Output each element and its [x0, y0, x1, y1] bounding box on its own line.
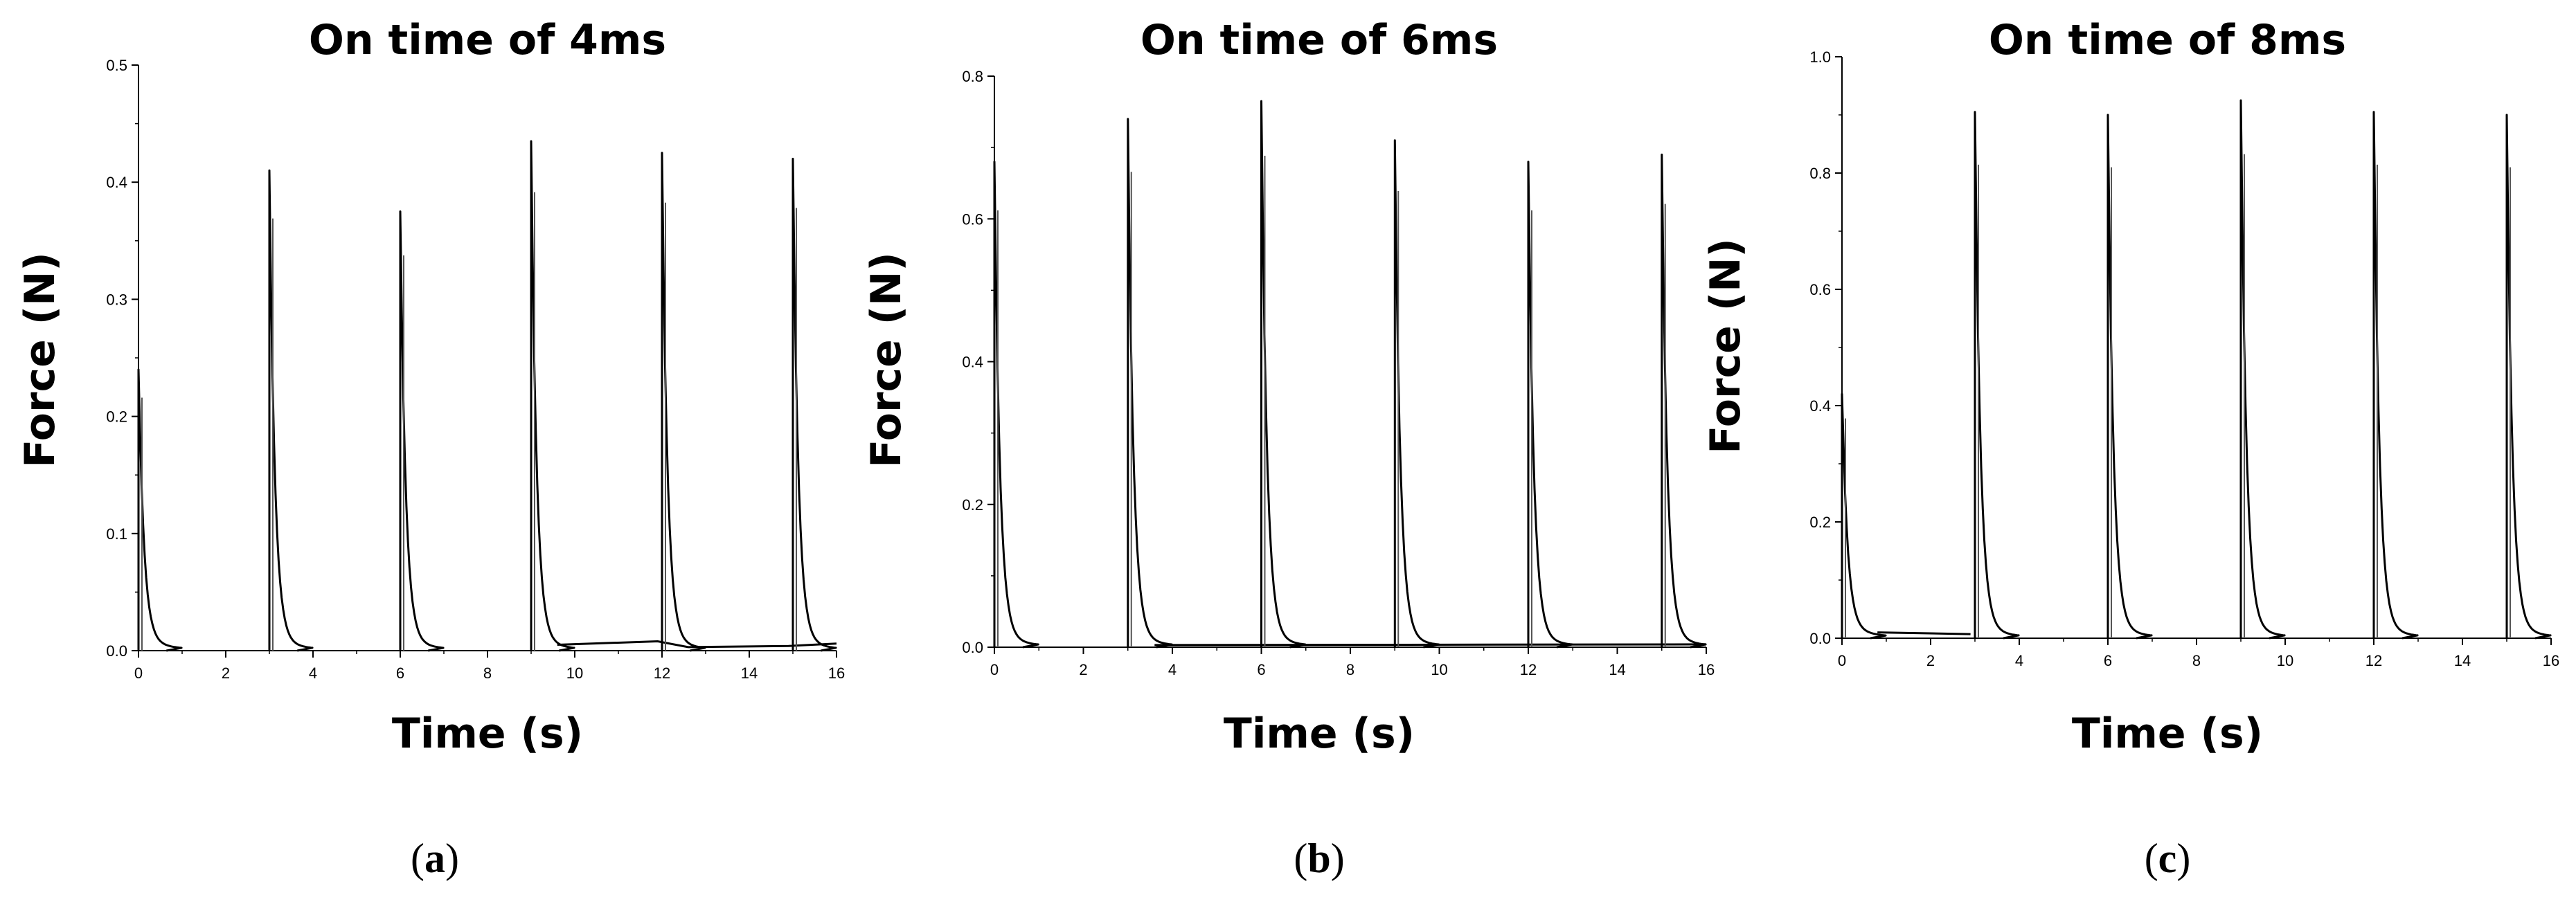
y-tick-label: 0.8	[962, 68, 983, 85]
force-spike-5	[2372, 111, 2419, 640]
x-tick-label: 12	[654, 665, 670, 682]
force-spike-4	[2239, 99, 2286, 640]
x-tick-label: 4	[1168, 661, 1177, 678]
force-spike-3	[1260, 100, 1307, 649]
panel-label-letter: b	[1307, 835, 1330, 881]
panel-label: (c)	[2145, 835, 2191, 881]
chart-title: On time of 8ms	[1989, 16, 2346, 64]
y-tick-label: 0.2	[106, 408, 127, 426]
force-spike-1	[993, 161, 1039, 649]
chart-panel-3: On time of 8ms 0 2 4 6 8 10 12 14 16 0.0 0.2 0.4 0.6 0…	[1701, 16, 2559, 881]
panel-label-open: (	[411, 835, 424, 881]
panel-label-close: )	[2176, 835, 2190, 881]
x-axis-label: Time (s)	[2072, 709, 2263, 758]
force-spike-3	[399, 210, 445, 652]
y-tick-label: 1.0	[1809, 48, 1831, 66]
force-spike-5	[1527, 161, 1573, 649]
force-spike-5	[661, 152, 706, 652]
baseline-trace	[1877, 631, 1971, 635]
force-spike-1	[137, 368, 183, 652]
x-tick-label: 6	[396, 665, 404, 682]
y-axis-label: Force (N)	[862, 252, 911, 468]
panel-label-close: )	[1331, 835, 1345, 881]
chart-panel-2: On time of 6ms 0 2 4 6 8 10 12 14 16 0.0 0.2 0.4 0.6 0…	[862, 16, 1715, 881]
y-axis-label: Force (N)	[1701, 238, 1750, 454]
panel-label: (a)	[411, 835, 459, 881]
force-spike-2	[268, 169, 314, 652]
x-tick-label: 6	[2104, 652, 2112, 669]
x-tick-label: 6	[1257, 661, 1265, 678]
y-tick-label: 0.6	[962, 210, 983, 228]
y-tick-label: 0.3	[106, 291, 127, 308]
y-axis-label: Force (N)	[16, 252, 64, 468]
panel-label-open: (	[2145, 835, 2158, 881]
x-tick-label: 4	[2015, 652, 2023, 669]
x-tick-label: 8	[483, 665, 492, 682]
x-tick-label: 0	[1838, 652, 1846, 669]
force-spike-4	[530, 140, 575, 652]
baseline-trace	[557, 640, 837, 649]
x-tick-label: 2	[222, 665, 230, 682]
panel-label-letter: c	[2158, 835, 2177, 881]
force-spike-6	[1661, 153, 1707, 649]
y-tick-label: 0.2	[962, 496, 983, 514]
panel-label-open: (	[1294, 835, 1307, 881]
force-spike-6	[791, 157, 837, 652]
x-tick-label: 14	[2454, 652, 2471, 669]
x-tick-label: 10	[2277, 652, 2293, 669]
x-tick-label: 0	[990, 661, 999, 678]
y-tick-label: 0.4	[1809, 397, 1831, 415]
baseline-trace	[1154, 643, 1707, 647]
panel-label: (b)	[1294, 835, 1344, 881]
x-axis-label: Time (s)	[392, 709, 583, 758]
x-tick-label: 2	[1079, 661, 1087, 678]
x-tick-label: 0	[134, 665, 143, 682]
force-spike-1	[1841, 392, 1887, 640]
force-spike-2	[1127, 118, 1173, 649]
y-tick-label: 0.0	[106, 642, 127, 660]
y-tick-label: 0.8	[1809, 165, 1831, 182]
x-tick-label: 14	[741, 665, 758, 682]
x-tick-label: 16	[2543, 652, 2559, 669]
force-spike-6	[2505, 114, 2552, 640]
panel-label-close: )	[445, 835, 459, 881]
x-tick-label: 8	[1346, 661, 1354, 678]
chart-title: On time of 6ms	[1141, 16, 1498, 64]
x-tick-label: 14	[1609, 661, 1625, 678]
y-tick-label: 0.6	[1809, 281, 1831, 298]
y-tick-label: 0.0	[1809, 630, 1831, 647]
x-tick-label: 12	[1520, 661, 1537, 678]
force-spike-3	[2107, 114, 2153, 640]
y-tick-label: 0.4	[106, 174, 127, 191]
x-tick-label: 16	[1698, 661, 1715, 678]
x-tick-label: 16	[828, 665, 845, 682]
y-tick-label: 0.4	[962, 354, 983, 371]
x-tick-label: 2	[1926, 652, 1935, 669]
force-spike-4	[1393, 139, 1440, 649]
y-tick-label: 0.0	[962, 639, 983, 656]
y-tick-label: 0.1	[106, 525, 127, 543]
chart-panel-1: On time of 4ms 0 2 4 6 8 10 12 14 16 0.0 0.1 0.2 0.3 0…	[16, 16, 845, 881]
chart-title: On time of 4ms	[309, 16, 666, 64]
x-tick-label: 4	[309, 665, 317, 682]
x-tick-label: 10	[566, 665, 583, 682]
force-spike-2	[1974, 111, 2020, 640]
x-tick-label: 10	[1431, 661, 1447, 678]
panel-label-letter: a	[424, 835, 445, 881]
x-tick-label: 8	[2192, 652, 2201, 669]
y-tick-label: 0.5	[106, 57, 127, 74]
x-tick-label: 12	[2365, 652, 2382, 669]
y-tick-label: 0.2	[1809, 514, 1831, 531]
x-axis-label: Time (s)	[1224, 709, 1415, 758]
